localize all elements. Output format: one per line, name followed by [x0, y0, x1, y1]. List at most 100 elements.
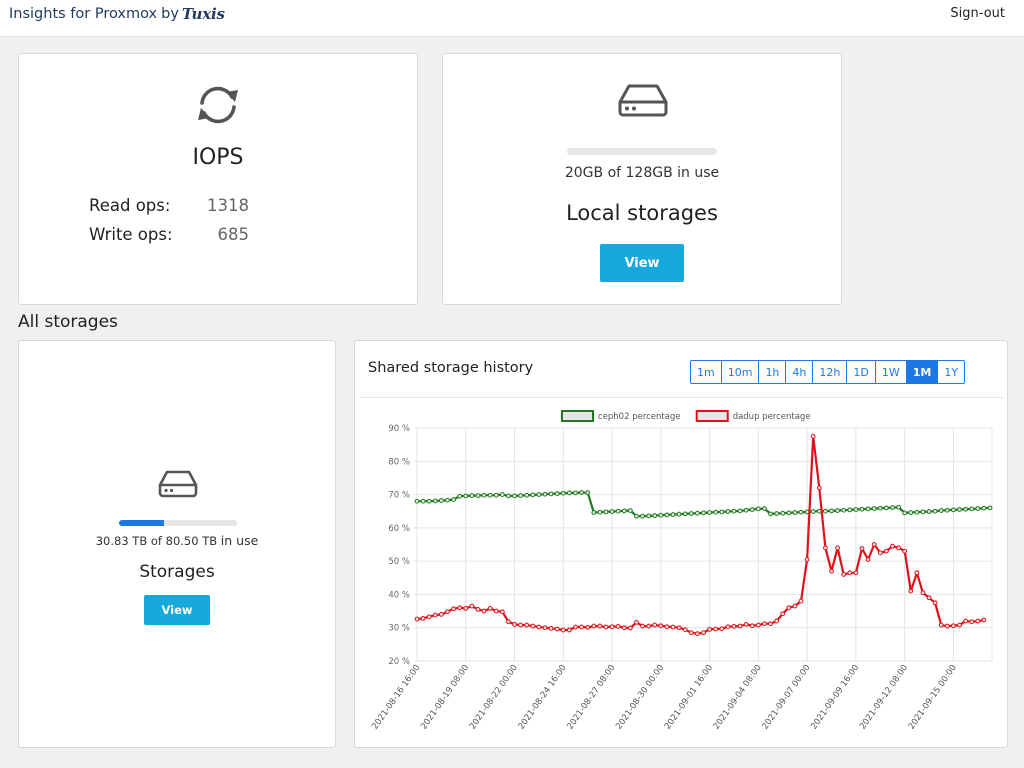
data-point: [487, 606, 493, 611]
data-point: [566, 627, 572, 633]
data-point: [896, 504, 901, 510]
read-ops-value: 1318: [207, 196, 249, 215]
data-point: [853, 507, 859, 512]
data-point: [646, 513, 652, 519]
data-point: [548, 491, 554, 497]
data-point: [414, 498, 420, 504]
y-tick-label: 30 %: [388, 624, 410, 634]
data-point: [542, 625, 548, 631]
data-point: [774, 511, 780, 516]
storages-usage-fill: [119, 520, 165, 526]
data-point: [524, 492, 530, 498]
storages-usage-bar: [119, 520, 237, 526]
brand-by: by: [161, 6, 179, 22]
local-usage-text: 20GB of 128GB in use: [564, 165, 720, 181]
data-point: [609, 624, 615, 630]
range-button-1h[interactable]: 1h: [759, 361, 787, 383]
data-point: [506, 493, 511, 499]
data-point: [792, 510, 798, 515]
data-point: [463, 493, 469, 499]
brand-name: Insights for Proxmox: [9, 6, 158, 22]
data-point: [957, 622, 962, 628]
storages-card: 30.83 TB of 80.50 TB in use Storages Vie…: [18, 340, 336, 748]
data-point: [926, 595, 932, 601]
storage-history-chart: 20 % 30 % 40 % 50 % 60 % 70 % 80 % 90 % 2021-08-…: [370, 410, 993, 731]
data-point: [432, 498, 438, 504]
data-point: [560, 627, 566, 633]
data-point: [420, 615, 426, 621]
data-point: [762, 621, 767, 627]
range-button-1d[interactable]: 1D: [847, 361, 876, 383]
data-point: [755, 622, 761, 628]
local-storages-title: Local storages: [566, 201, 718, 225]
data-point: [548, 625, 554, 631]
data-point: [810, 509, 816, 514]
sign-out-link[interactable]: Sign-out: [950, 6, 1005, 21]
data-point: [883, 505, 889, 511]
x-tick-label: 2021-09-12 08:00: [858, 663, 910, 731]
data-point: [640, 623, 645, 629]
range-button-12h[interactable]: 12h: [813, 361, 848, 383]
data-point: [938, 508, 944, 513]
storages-suffix: in use: [220, 533, 259, 548]
brand[interactable]: Insights for Proxmox by Tuxis: [9, 5, 225, 23]
data-point: [719, 509, 725, 515]
x-tick-label: 2021-09-09 16:00: [809, 663, 861, 731]
data-point: [780, 611, 786, 617]
data-point: [658, 623, 664, 629]
range-button-1w[interactable]: 1W: [875, 361, 907, 383]
data-point: [902, 548, 908, 554]
x-tick-label: 2021-08-27 08:00: [565, 663, 617, 731]
history-title: Shared storage history: [368, 360, 534, 376]
data-point: [560, 490, 566, 496]
data-point: [621, 625, 627, 631]
data-point: [951, 623, 956, 629]
data-point: [896, 545, 901, 551]
data-point: [798, 509, 804, 515]
data-point: [554, 491, 560, 496]
data-point: [426, 614, 432, 620]
local-usage-fill: [567, 148, 591, 155]
data-point: [426, 498, 432, 504]
data-point: [676, 511, 682, 517]
range-button-4h[interactable]: 4h: [786, 361, 814, 383]
local-storages-view-button[interactable]: View: [600, 244, 684, 282]
data-point: [634, 513, 639, 519]
data-point: [664, 624, 670, 630]
storages-usage-text: 30.83 TB of 80.50 TB in use: [19, 533, 335, 548]
data-point: [798, 598, 804, 604]
data-point: [871, 506, 877, 511]
range-button-1mo[interactable]: 1M: [906, 361, 939, 383]
x-tick-label: 2021-08-19 08:00: [419, 663, 471, 731]
data-point: [731, 623, 737, 629]
data-point: [573, 490, 578, 496]
data-point: [518, 493, 524, 498]
range-button-10m[interactable]: 10m: [721, 361, 760, 383]
range-button-1y[interactable]: 1Y: [938, 361, 965, 383]
data-point: [969, 506, 975, 512]
data-point: [707, 510, 712, 515]
data-point: [518, 622, 524, 628]
storages-view-button[interactable]: View: [144, 595, 210, 625]
data-point: [579, 624, 584, 630]
data-point: [713, 626, 719, 632]
shared-storage-history-card: Shared storage history 1m 10m 1h 4h 12h …: [354, 340, 1008, 748]
data-point: [420, 498, 426, 504]
data-point: [664, 512, 670, 518]
data-point: [524, 622, 530, 628]
data-point: [566, 490, 572, 496]
data-point: [676, 625, 682, 631]
data-point: [579, 490, 584, 495]
legend-swatch: [695, 410, 729, 422]
data-point: [975, 506, 981, 511]
data-point: [646, 623, 652, 629]
range-button-1m[interactable]: 1m: [691, 361, 722, 383]
data-point: [597, 509, 603, 515]
data-point: [743, 621, 749, 627]
data-point: [859, 506, 865, 512]
local-storages-card: 20GB of 128GB in use Local storages View: [442, 53, 842, 305]
data-point: [920, 590, 926, 596]
data-point: [603, 509, 609, 515]
data-point: [841, 507, 847, 513]
data-point: [823, 545, 828, 551]
